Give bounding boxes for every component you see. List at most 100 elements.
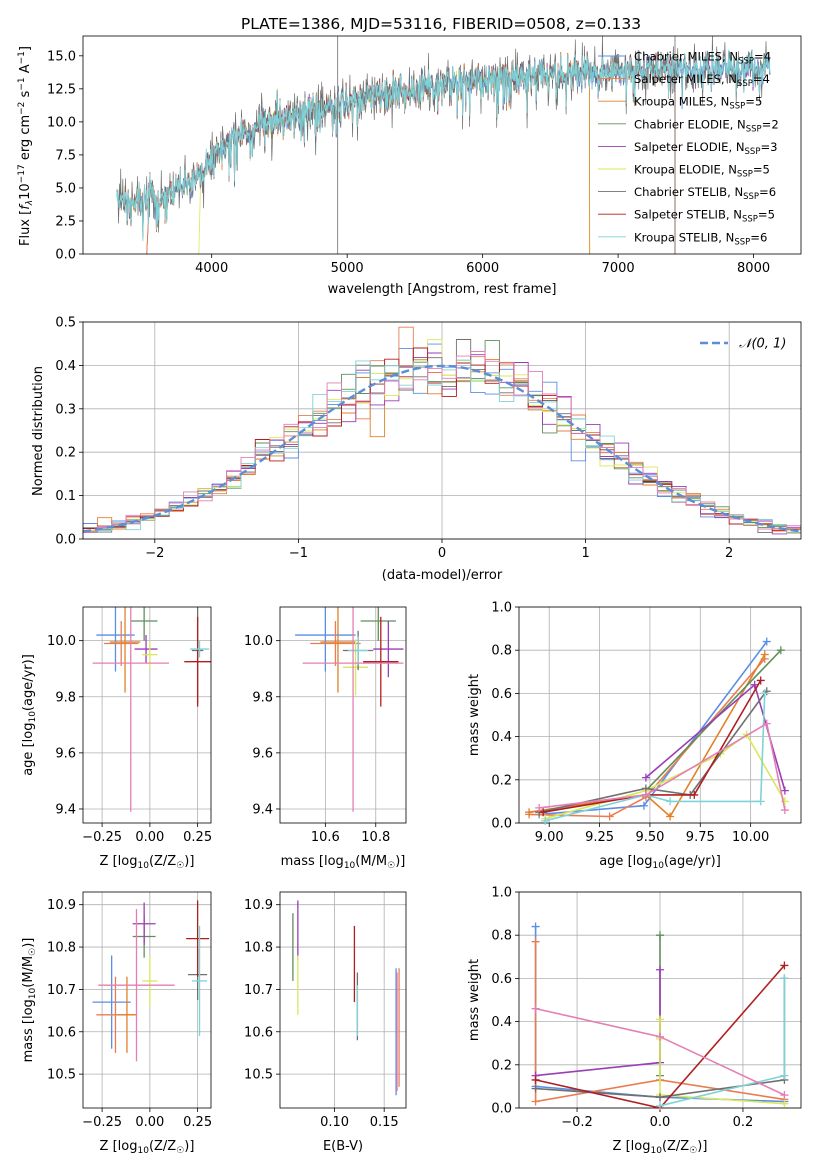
legend-label: Chabrier ELODIE, NSSP=2 bbox=[634, 117, 779, 134]
mass_vs_EBV-axes: 0.10 0.15 10.5 10.6 10.7 10.8 10.9 E(B-V) bbox=[244, 891, 407, 1154]
label-part: age [log bbox=[599, 854, 652, 869]
axes-frame bbox=[518, 606, 802, 824]
weight-marker bbox=[656, 965, 664, 974]
label-part: (Z/Z bbox=[662, 1139, 689, 1154]
y-axis-label-part: −1 bbox=[17, 51, 27, 64]
x-tick-label: 1 bbox=[581, 546, 589, 561]
x-tick-label: −0.25 bbox=[82, 830, 122, 845]
label-part: ☉ bbox=[176, 861, 184, 871]
y-axis-label: age [log10(age/yr)] bbox=[21, 654, 38, 776]
legend-label-part: SSP bbox=[729, 102, 745, 112]
y-axis-label: Normed distribution bbox=[31, 366, 46, 496]
label-part: (Z/Z bbox=[149, 854, 176, 869]
y-tick-label: 0.0 bbox=[491, 817, 512, 832]
legend-label: 𝒩(0, 1) bbox=[739, 337, 786, 352]
label-part: )] bbox=[697, 1139, 707, 1154]
weight-marker bbox=[525, 808, 534, 817]
weight_vs_age-axes: 9.00 9.25 9.50 9.75 10.00 0.0 0.2 0.4 0.6 0.8 1.0 a… bbox=[467, 601, 802, 871]
x-tick-label: 8000 bbox=[737, 261, 770, 276]
axes-frame bbox=[82, 606, 212, 824]
weight-marker bbox=[656, 1032, 664, 1041]
y-tick-label: 0.8 bbox=[491, 929, 512, 944]
x-tick-label: −1 bbox=[289, 546, 308, 561]
y-tick-label: 10.7 bbox=[244, 983, 273, 998]
legend-label-part: =5 bbox=[753, 163, 770, 177]
weight-marker bbox=[531, 937, 540, 946]
label-part: 10 bbox=[652, 861, 664, 871]
y-tick-label: 10.0 bbox=[47, 115, 76, 130]
label-part: )] bbox=[395, 854, 405, 869]
x-tick-label: 10.8 bbox=[361, 830, 390, 845]
label-part: Z [log bbox=[100, 1139, 138, 1154]
y-axis-label: Flux [fλ10−17 erg cm−2 s−1 A−1] bbox=[17, 46, 35, 246]
weight-marker bbox=[780, 1099, 789, 1108]
y-tick-label: 9.4 bbox=[55, 802, 76, 817]
weight-marker bbox=[776, 646, 785, 655]
weight-marker bbox=[656, 1015, 664, 1024]
y-axis-label-part: s bbox=[18, 90, 33, 101]
y-tick-label: 7.5 bbox=[55, 148, 76, 163]
legend-label-part: SSP bbox=[737, 79, 753, 89]
plot-area bbox=[83, 326, 801, 539]
x-tick-label: 2 bbox=[725, 546, 733, 561]
x-tick-label: 4000 bbox=[195, 261, 228, 276]
legend-label-part: =6 bbox=[750, 230, 767, 244]
y-tick-label: 0.5 bbox=[55, 316, 76, 331]
y-tick-label: 0.4 bbox=[491, 730, 512, 745]
legend-label-part: Kroupa STELIB, N bbox=[634, 230, 734, 244]
spectrum-line bbox=[116, 49, 771, 242]
x-tick-label: 6000 bbox=[466, 261, 499, 276]
weight-marker bbox=[656, 931, 664, 940]
y-tick-label: 0.6 bbox=[491, 972, 512, 987]
x-tick-label: 7000 bbox=[602, 261, 635, 276]
residuals-axes: −2 −1 0 1 2 0.0 0.1 0.2 0.3 0.4 0.5 𝒩(0, 1) (data-mo… bbox=[31, 316, 802, 583]
y-axis-label-part: Flux [ bbox=[18, 210, 33, 246]
legend-label-part: SSP bbox=[734, 237, 750, 247]
axes-frame bbox=[82, 35, 802, 255]
weight-marker bbox=[760, 650, 769, 659]
weight-marker bbox=[780, 1091, 789, 1100]
weight-marker bbox=[666, 797, 675, 806]
x-axis-label: mass [log10(M/M☉)] bbox=[281, 854, 406, 871]
y-tick-label: 9.8 bbox=[252, 690, 273, 705]
legend-label: Salpeter ELODIE, NSSP=3 bbox=[634, 140, 778, 157]
legend-label-part: SSP bbox=[746, 124, 762, 134]
legend-label: Kroupa MILES, NSSP=5 bbox=[634, 95, 762, 112]
y-axis-label-part: 10 bbox=[18, 183, 33, 200]
weight-marker bbox=[531, 1097, 540, 1106]
weight-marker bbox=[690, 790, 699, 799]
y-tick-label: 0.2 bbox=[55, 446, 76, 461]
label-part: (M/M bbox=[355, 854, 387, 869]
y-tick-label: 1.0 bbox=[491, 601, 512, 616]
weight-marker bbox=[531, 1084, 540, 1093]
weight-marker bbox=[605, 812, 614, 821]
legend-label-part: =2 bbox=[762, 117, 779, 131]
label-part: 10 bbox=[344, 861, 356, 871]
legend-label-part: Chabrier ELODIE, N bbox=[634, 117, 746, 131]
x-tick-label: 0.0 bbox=[650, 1115, 671, 1130]
label-part: ☉ bbox=[387, 861, 395, 871]
normal-curve bbox=[83, 364, 801, 533]
y-tick-label: 0.1 bbox=[55, 489, 76, 504]
y-tick-label: 10.6 bbox=[244, 1025, 273, 1040]
label-part: )] bbox=[184, 1139, 194, 1154]
x-tick-label: −2 bbox=[145, 546, 164, 561]
weight-marker bbox=[531, 1004, 540, 1013]
y-axis-label-part: A bbox=[18, 64, 33, 77]
age_vs_mass-axes: 10.6 10.8 9.4 9.6 9.8 10.0 mass [log10(M/M☉)] bbox=[244, 606, 407, 871]
weight-marker bbox=[756, 797, 765, 806]
weight-marker bbox=[639, 801, 648, 810]
weight_vs_Z-axes: −0.2 0.0 0.2 0.0 0.2 0.4 0.6 0.8 1.0 Z [log10(Z/Z… bbox=[467, 886, 802, 1156]
label-part: mass [log bbox=[21, 999, 36, 1062]
y-tick-label: 0.6 bbox=[491, 687, 512, 702]
axes-frame bbox=[279, 891, 407, 1109]
y-tick-label: 10.5 bbox=[244, 1068, 273, 1083]
legend-label-part: Salpeter ELODIE, N bbox=[634, 140, 745, 154]
y-tick-label: 10.9 bbox=[244, 898, 273, 913]
weight-marker bbox=[780, 786, 789, 795]
y-tick-label: 10.8 bbox=[244, 941, 273, 956]
legend-label-part: Kroupa MILES, N bbox=[634, 95, 729, 109]
weight-marker bbox=[641, 773, 650, 782]
label-part: 10 bbox=[28, 711, 38, 723]
weight-marker bbox=[780, 961, 789, 970]
